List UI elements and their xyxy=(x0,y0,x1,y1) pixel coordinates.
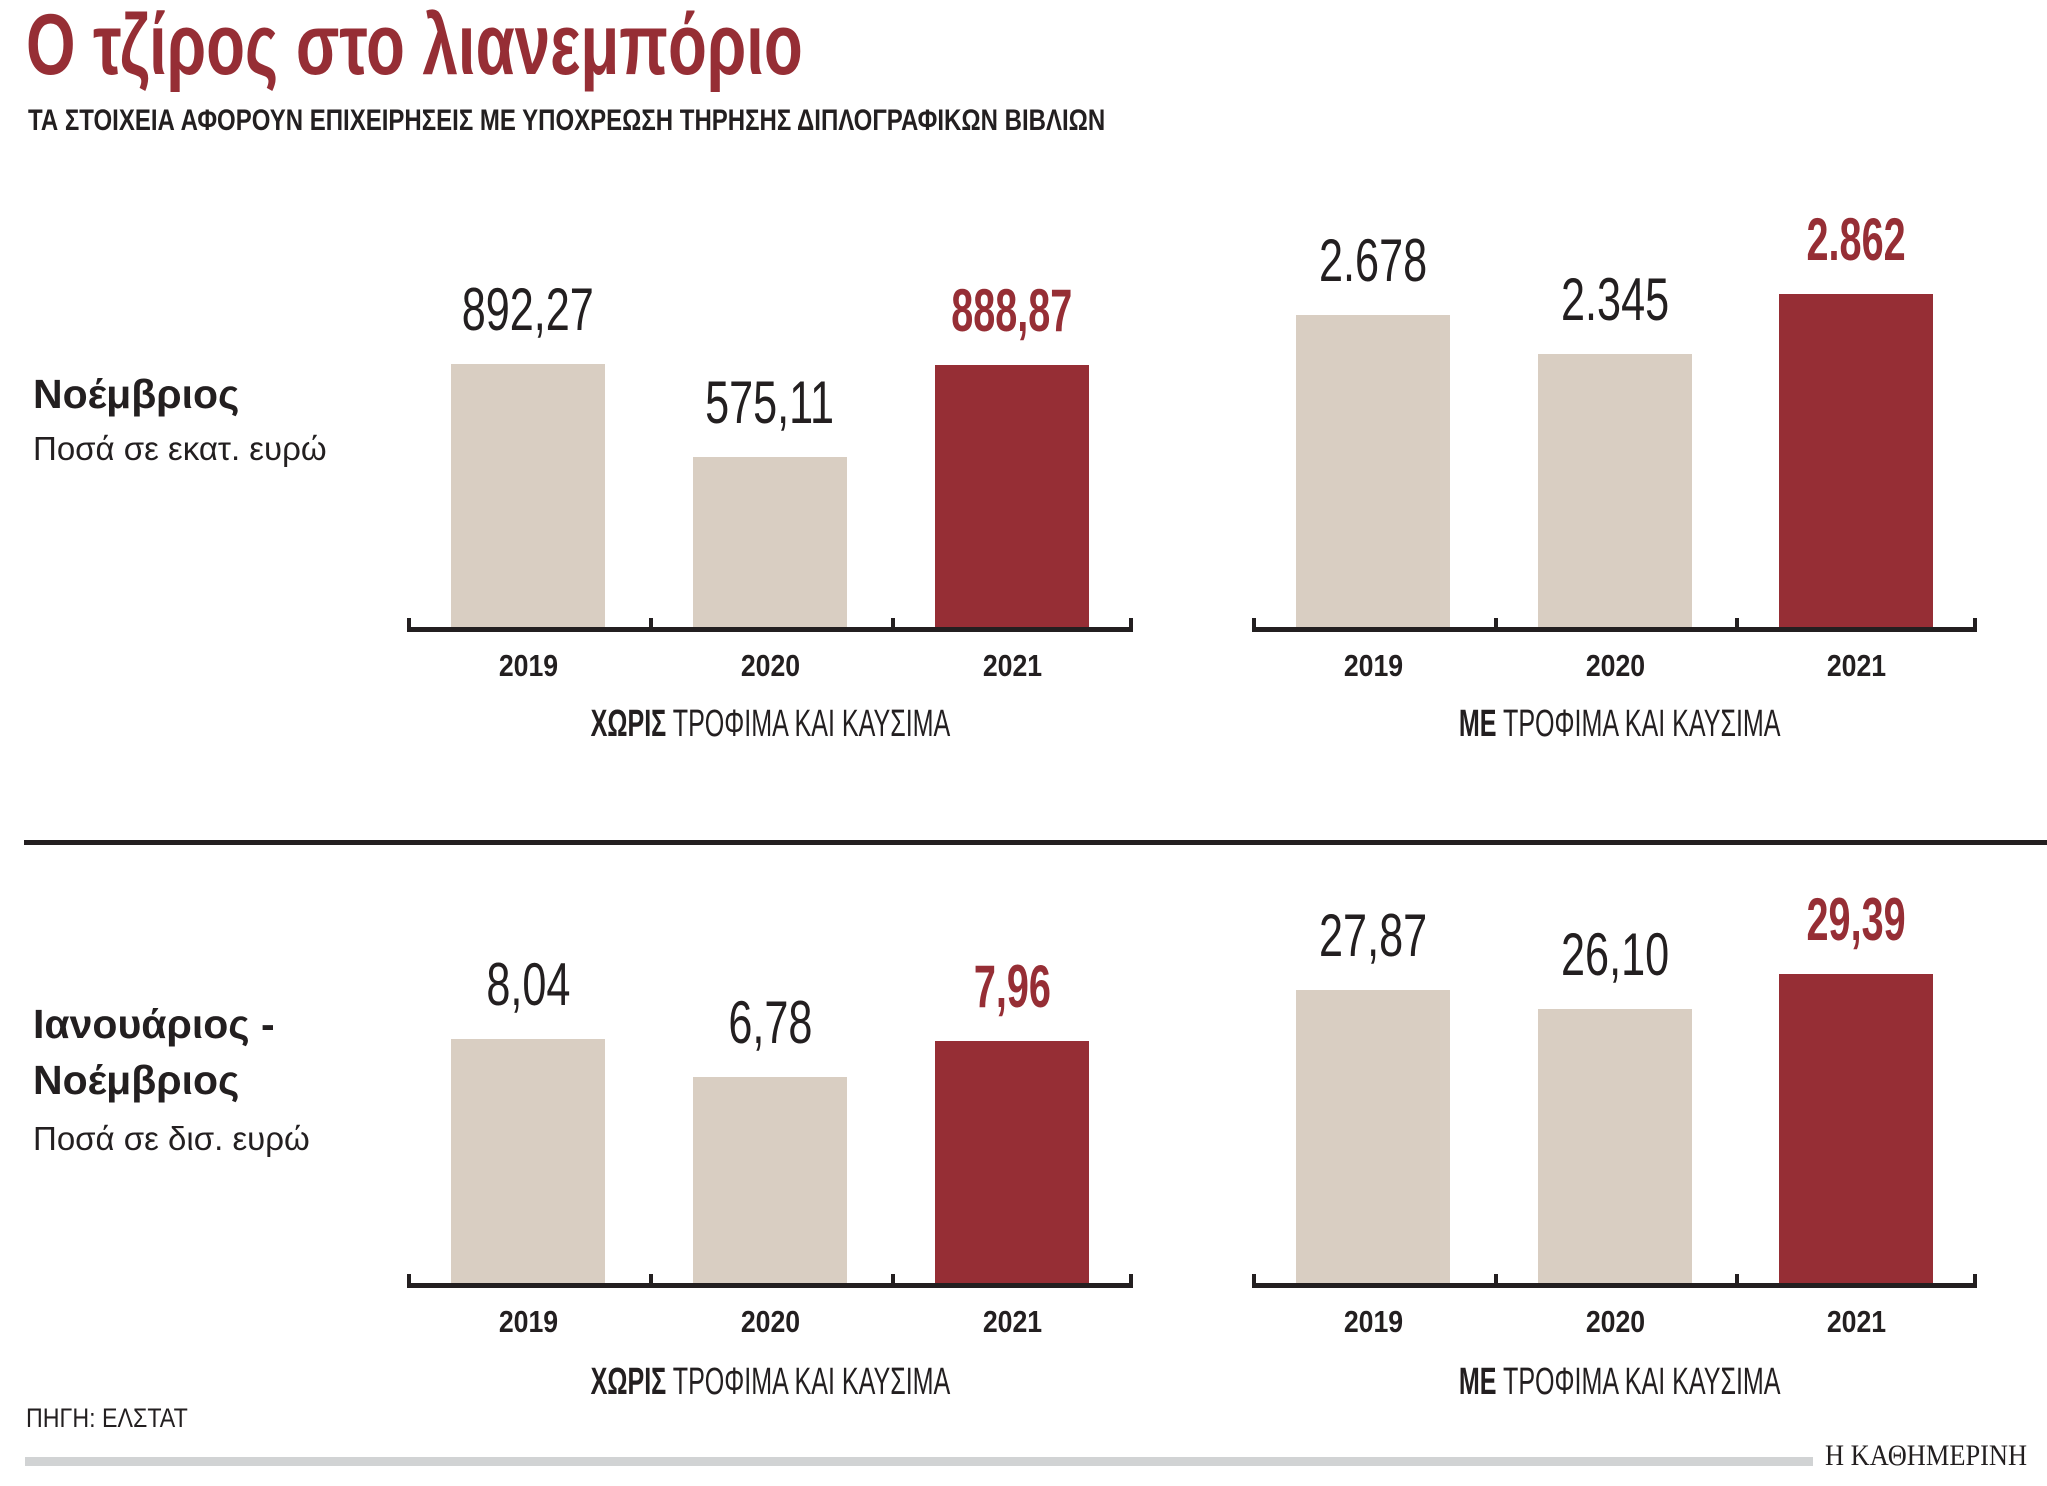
bar-value-label: 2.862 xyxy=(1806,206,1906,273)
x-tick-label: 2021 xyxy=(982,1304,1042,1339)
bar-2021 xyxy=(1779,974,1933,1283)
x-axis-tick xyxy=(891,618,895,632)
x-tick-label: 2019 xyxy=(1343,648,1403,683)
x-axis-caption: ΜΕ ΤΡΟΦΙΜΑ ΚΑΙ ΚΑΥΣΙΜΑ xyxy=(1459,703,1781,745)
x-axis-tick xyxy=(1735,1274,1739,1288)
bar-2019 xyxy=(451,1039,605,1283)
bar-2019 xyxy=(451,364,605,627)
x-axis-line xyxy=(1252,627,1977,632)
x-axis-tick xyxy=(649,618,653,632)
bar-2019 xyxy=(1296,315,1450,627)
section-divider xyxy=(24,840,2047,845)
x-tick-label: 2020 xyxy=(1585,1304,1645,1339)
x-axis-tick xyxy=(1252,1274,1256,1288)
x-tick-label: 2020 xyxy=(1585,648,1645,683)
x-axis-tick xyxy=(1735,618,1739,632)
bar-value-label: 2.678 xyxy=(1318,227,1428,294)
bar-value-label: 2.345 xyxy=(1560,266,1670,333)
x-axis-tick xyxy=(1494,1274,1498,1288)
bar-2020 xyxy=(1538,354,1692,627)
bar-value-label: 6,78 xyxy=(727,989,813,1056)
bar-2021 xyxy=(935,365,1089,627)
x-axis-tick xyxy=(649,1274,653,1288)
x-axis-tick xyxy=(407,618,411,632)
bar-value-label: 26,10 xyxy=(1560,921,1670,988)
chart-subtitle: ΤΑ ΣΤΟΙΧΕΙΑ ΑΦΟΡΟΥΝ ΕΠΙΧΕΙΡΗΣΕΙΣ ΜΕ ΥΠΟΧ… xyxy=(28,104,1106,137)
bar-2020 xyxy=(693,457,847,627)
x-tick-label: 2019 xyxy=(498,1304,558,1339)
row-label-november: Νοέμβριος xyxy=(33,371,240,417)
bar-value-label: 892,27 xyxy=(461,276,595,343)
row-label-jan-nov-line1: Ιανουάριος - xyxy=(33,1001,275,1047)
x-tick-label: 2019 xyxy=(1343,1304,1403,1339)
x-axis-tick xyxy=(1973,618,1977,632)
publisher-logo: Η ΚΑΘΗΜΕΡΙΝΗ xyxy=(1825,1439,2028,1472)
row-label-jan-nov-line2: Νοέμβριος xyxy=(33,1057,240,1103)
bar-value-label: 27,87 xyxy=(1318,902,1428,969)
x-tick-label: 2020 xyxy=(740,648,800,683)
row-unit-jan-nov: Ποσά σε δισ. ευρώ xyxy=(33,1120,310,1157)
bar-2019 xyxy=(1296,990,1450,1283)
bar-2021 xyxy=(1779,294,1933,627)
bar-2020 xyxy=(693,1077,847,1283)
x-axis-tick xyxy=(1973,1274,1977,1288)
bar-value-label: 29,39 xyxy=(1806,886,1906,953)
x-axis-caption: ΧΩΡΙΣ ΤΡΟΦΙΜΑ ΚΑΙ ΚΑΥΣΙΜΑ xyxy=(590,703,950,745)
x-axis-tick xyxy=(407,1274,411,1288)
x-axis-tick xyxy=(1129,618,1133,632)
bar-2021 xyxy=(935,1041,1089,1283)
bar-value-label: 888,87 xyxy=(951,277,1073,344)
x-axis-tick xyxy=(1129,1274,1133,1288)
x-tick-label: 2021 xyxy=(1826,648,1886,683)
bar-value-label: 7,96 xyxy=(973,953,1051,1020)
x-axis-line xyxy=(407,1283,1133,1288)
x-axis-line xyxy=(1252,1283,1977,1288)
row-unit-november: Ποσά σε εκατ. ευρώ xyxy=(33,430,327,467)
chart-title: Ο τζίρος στο λιανεμπόριο xyxy=(26,0,803,93)
source-note: ΠΗΓΗ: ΕΛΣΤΑΤ xyxy=(26,1403,188,1433)
bar-2020 xyxy=(1538,1009,1692,1283)
x-tick-label: 2021 xyxy=(1826,1304,1886,1339)
x-axis-caption: ΧΩΡΙΣ ΤΡΟΦΙΜΑ ΚΑΙ ΚΑΥΣΙΜΑ xyxy=(590,1361,950,1403)
x-axis-line xyxy=(407,627,1133,632)
x-tick-label: 2020 xyxy=(740,1304,800,1339)
x-tick-label: 2019 xyxy=(498,648,558,683)
x-axis-tick xyxy=(891,1274,895,1288)
x-axis-tick xyxy=(1252,618,1256,632)
x-axis-caption: ΜΕ ΤΡΟΦΙΜΑ ΚΑΙ ΚΑΥΣΙΜΑ xyxy=(1459,1361,1781,1403)
x-axis-tick xyxy=(1494,618,1498,632)
bar-value-label: 8,04 xyxy=(485,951,571,1018)
x-tick-label: 2021 xyxy=(982,648,1042,683)
footer-rule xyxy=(25,1457,1813,1466)
bar-value-label: 575,11 xyxy=(705,369,835,436)
